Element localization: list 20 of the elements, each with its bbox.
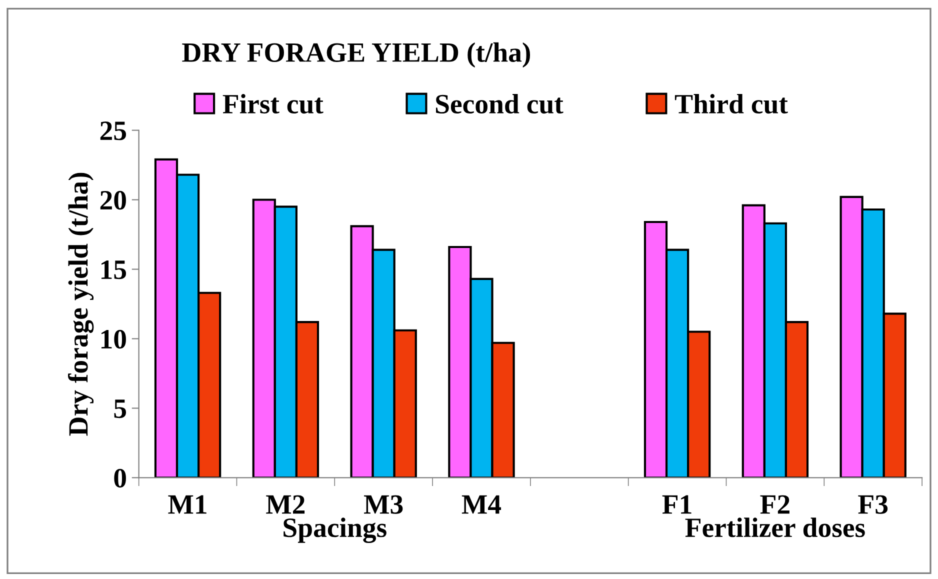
legend-label: First cut bbox=[222, 94, 324, 114]
chart-title: DRY FORAGE YIELD (t/ha) bbox=[182, 42, 530, 68]
y-axis-title: Dry forage yield (t/ha) bbox=[68, 172, 94, 436]
x-tick-label: M3 bbox=[364, 495, 403, 514]
x-tick-label: F3 bbox=[858, 495, 888, 514]
y-tick-label: 5 bbox=[114, 400, 126, 418]
x-tick-label: F1 bbox=[662, 495, 692, 514]
y-tick-label: 0 bbox=[114, 468, 126, 488]
text: Fertilizer doses bbox=[685, 518, 865, 538]
text: Spacings bbox=[284, 518, 386, 544]
x-tick-label: M2 bbox=[266, 495, 305, 514]
y-tick-label: 10 bbox=[101, 330, 126, 349]
x-tick-label: F2 bbox=[760, 495, 790, 514]
legend-label: Second cut bbox=[436, 94, 564, 114]
x-tick-label: M1 bbox=[168, 495, 206, 514]
y-tick-label: 20 bbox=[100, 190, 126, 210]
y-tick-label: 15 bbox=[101, 260, 126, 280]
x-tick-label: M4 bbox=[462, 495, 502, 514]
legend-label: Third cut bbox=[674, 94, 788, 114]
y-tick-label: 25 bbox=[100, 122, 126, 140]
